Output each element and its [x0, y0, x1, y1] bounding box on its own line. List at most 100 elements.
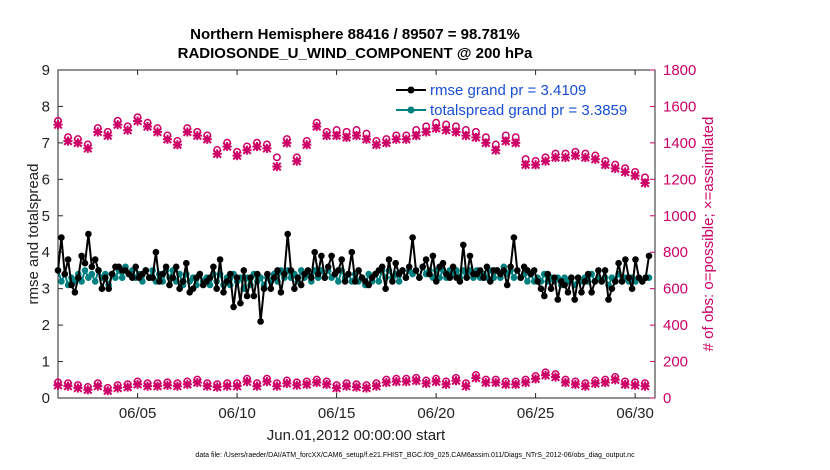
rmse-point: [355, 267, 362, 274]
y-tick-label-left: 0: [42, 390, 50, 407]
assimilated-obs-marker: [401, 134, 411, 144]
rmse-point: [507, 263, 514, 271]
assimilated-obs-low-marker: [262, 377, 272, 387]
rmse-point: [537, 285, 545, 293]
y-ticks-right: 0 200 400 600 800 1000 1200 1400 1600 1800: [650, 62, 696, 407]
rmse-point: [85, 230, 92, 238]
assimilated-obs-marker: [461, 131, 471, 141]
rmse-point: [78, 252, 85, 260]
assimilated-obs-marker: [322, 131, 332, 141]
assimilated-obs-low-marker: [570, 379, 580, 389]
rmse-point: [247, 274, 254, 282]
assimilated-obs-marker: [93, 127, 103, 137]
rmse-point: [571, 296, 578, 303]
rmse-point: [534, 278, 541, 285]
rmse-point: [250, 292, 258, 300]
assimilated-obs-marker: [361, 134, 372, 144]
rmse-point: [439, 259, 447, 267]
rmse-point: [308, 274, 315, 282]
y-tick-label-right: 0: [663, 390, 671, 407]
rmse-point: [405, 263, 413, 271]
rmse-point: [547, 285, 555, 293]
rmse-point: [463, 274, 471, 282]
rmse-point: [318, 252, 325, 260]
rmse-point: [578, 289, 585, 296]
assimilated-obs-low-marker: [341, 381, 352, 391]
assimilated-obs-marker: [620, 167, 630, 177]
rmse-point: [584, 270, 592, 278]
rmse-point: [88, 263, 96, 271]
assimilated-obs-marker: [550, 152, 561, 163]
assimilated-obs-low-marker: [322, 379, 332, 389]
assimilated-obs-low-marker: [491, 377, 501, 388]
rmse-point: [314, 270, 322, 278]
rmse-point: [240, 267, 248, 274]
assimilated-obs-marker: [282, 138, 292, 148]
rmse-point: [412, 267, 420, 274]
rmse-point: [176, 285, 183, 293]
assimilated-obs-marker: [63, 136, 73, 146]
assimilated-obs-low-marker: [371, 381, 381, 391]
assimilated-obs-low-marker: [272, 381, 282, 391]
rmse-point: [58, 234, 65, 241]
y-tick-label-left: 3: [42, 281, 50, 298]
assimilated-obs-marker: [262, 143, 272, 153]
rmse-point: [378, 263, 386, 271]
rmse-point: [429, 252, 437, 260]
assimilated-obs-marker: [162, 134, 173, 144]
x-ticks: 06/05 06/10 06/15 06/20 06/25 06/30: [119, 70, 654, 422]
assimilated-obs-low-marker: [162, 380, 173, 390]
rmse-point: [335, 267, 342, 274]
assimilated-obs-marker: [341, 132, 352, 142]
rmse-point: [561, 281, 568, 289]
assimilated-obs-marker: [451, 127, 461, 137]
rmse-point: [156, 278, 163, 285]
assimilated-obs-low-marker: [441, 379, 451, 389]
rmse-point: [466, 252, 474, 260]
assimilated-obs-low-marker: [531, 374, 541, 384]
totalspread-point: [524, 278, 531, 285]
rmse-point: [416, 274, 423, 282]
assimilated-obs-low-marker: [222, 381, 232, 391]
rmse-point: [642, 274, 649, 282]
totalspread-point: [335, 278, 342, 285]
footnote: data file: /Users/raeder/DAI/ATM_forcXX/…: [195, 452, 635, 459]
assimilated-obs-low-marker: [232, 381, 242, 391]
rmse-point: [75, 274, 82, 282]
assimilated-obs-low-marker: [361, 383, 372, 393]
assimilated-obs-marker: [272, 162, 282, 172]
legend-label-spread: totalspread grand pr = 3.3859: [430, 102, 627, 119]
y-tick-label-left: 9: [42, 62, 50, 79]
assimilated-obs-low-marker: [172, 381, 182, 391]
rmse-point: [284, 230, 292, 238]
rmse-point: [399, 267, 406, 274]
rmse-point: [503, 281, 511, 289]
rmse-point: [169, 274, 177, 282]
rmse-point: [530, 267, 538, 274]
rmse-point: [541, 292, 548, 300]
rmse-point: [297, 281, 305, 289]
assimilated-obs-marker: [212, 149, 222, 159]
assimilated-obs-marker: [511, 138, 521, 148]
rmse-point: [341, 278, 349, 285]
rmse-point: [564, 289, 572, 296]
rmse-point: [196, 270, 204, 278]
rmse-point: [581, 278, 589, 285]
y-tick-label-right: 1600: [663, 98, 696, 115]
rmse-point: [487, 278, 494, 285]
assimilated-obs-marker: [152, 127, 163, 137]
totalspread-point: [510, 274, 518, 282]
rmse-point: [422, 256, 430, 263]
assimilated-obs-marker: [471, 132, 481, 142]
rmse-point: [574, 274, 582, 282]
assimilated-obs-marker: [351, 131, 362, 141]
assimilated-obs-marker: [521, 160, 531, 170]
rmse-point: [433, 278, 440, 285]
assimilated-obs-marker: [501, 136, 511, 146]
assimilated-obs-marker: [292, 156, 302, 166]
rmse-point: [257, 318, 264, 325]
assimilated-obs-marker: [600, 160, 610, 170]
assimilated-obs-marker: [491, 145, 501, 155]
rmse-point: [645, 252, 653, 260]
rmse-point: [294, 274, 302, 282]
